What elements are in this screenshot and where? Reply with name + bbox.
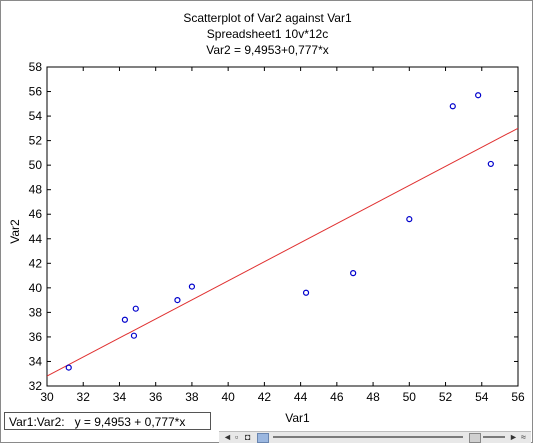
x-tick-label: 40 <box>221 390 235 404</box>
x-tick-label: 42 <box>258 390 272 404</box>
x-tick-label: 34 <box>113 390 127 404</box>
regression-line <box>47 127 518 377</box>
scroll-track[interactable] <box>273 436 463 438</box>
y-tick-label: 56 <box>29 85 43 99</box>
y-tick-label: 52 <box>29 134 43 148</box>
x-tick-label: 46 <box>330 390 344 404</box>
y-tick-label: 46 <box>29 207 43 221</box>
data-point <box>475 92 482 99</box>
horizontal-scrollbar[interactable]: ◄ ▫ ◘ ► ≈ <box>219 431 531 443</box>
data-point <box>130 332 138 339</box>
x-tick-label: 30 <box>40 390 54 404</box>
scroll-left-icon[interactable]: ◄ <box>223 432 232 442</box>
scroll-home-icon[interactable]: ◘ <box>245 432 251 442</box>
y-tick-label: 50 <box>29 158 43 172</box>
x-tick-label: 54 <box>475 390 489 404</box>
scroll-thumb[interactable] <box>469 433 481 443</box>
chart-equation-title: Var2 = 9,4953+0,777*x <box>206 43 329 57</box>
data-point <box>350 270 357 277</box>
data-point <box>174 297 181 304</box>
x-axis-label: Var1 <box>285 411 310 425</box>
x-tick-label: 52 <box>439 390 453 404</box>
data-point <box>302 289 310 296</box>
y-tick-label: 44 <box>29 232 43 246</box>
scroll-track-end[interactable] <box>483 436 505 438</box>
x-tick-label: 56 <box>511 390 525 404</box>
scroll-thumb-start[interactable] <box>257 433 269 443</box>
x-tick-label: 36 <box>149 390 163 404</box>
y-axis-label: Var2 <box>8 219 22 244</box>
x-tick-label: 38 <box>185 390 199 404</box>
y-tick-label: 32 <box>29 379 43 393</box>
x-tick-label: 44 <box>294 390 308 404</box>
data-point <box>132 305 139 312</box>
y-tick-label: 42 <box>29 256 43 270</box>
chart-subtitle: Spreadsheet1 10v*12c <box>206 27 329 41</box>
data-point <box>65 364 72 371</box>
x-tick-label: 50 <box>403 390 417 404</box>
y-tick-label: 34 <box>29 354 43 368</box>
zoom-icon[interactable]: ▫ <box>235 432 239 442</box>
plot-area <box>46 66 519 387</box>
data-point <box>188 283 196 290</box>
data-point <box>406 216 413 223</box>
y-tick-label: 54 <box>29 109 43 123</box>
x-tick-label: 32 <box>77 390 91 404</box>
y-tick-label: 48 <box>29 183 43 197</box>
data-point <box>487 160 494 168</box>
data-point <box>121 316 128 323</box>
y-tick-label: 38 <box>29 305 43 319</box>
x-tick-label: 48 <box>366 390 380 404</box>
data-point <box>449 103 456 110</box>
chart-title: Scatterplot of Var2 against Var1 <box>183 11 352 25</box>
status-bar: Var1:Var2: y = 9,4953 + 0,777*x <box>4 412 211 430</box>
y-tick-label: 40 <box>29 281 43 295</box>
y-tick-label: 58 <box>29 60 43 74</box>
scroll-expand-icon[interactable]: ≈ <box>521 432 526 442</box>
y-tick-label: 36 <box>29 330 43 344</box>
scroll-right-icon[interactable]: ► <box>509 432 518 442</box>
